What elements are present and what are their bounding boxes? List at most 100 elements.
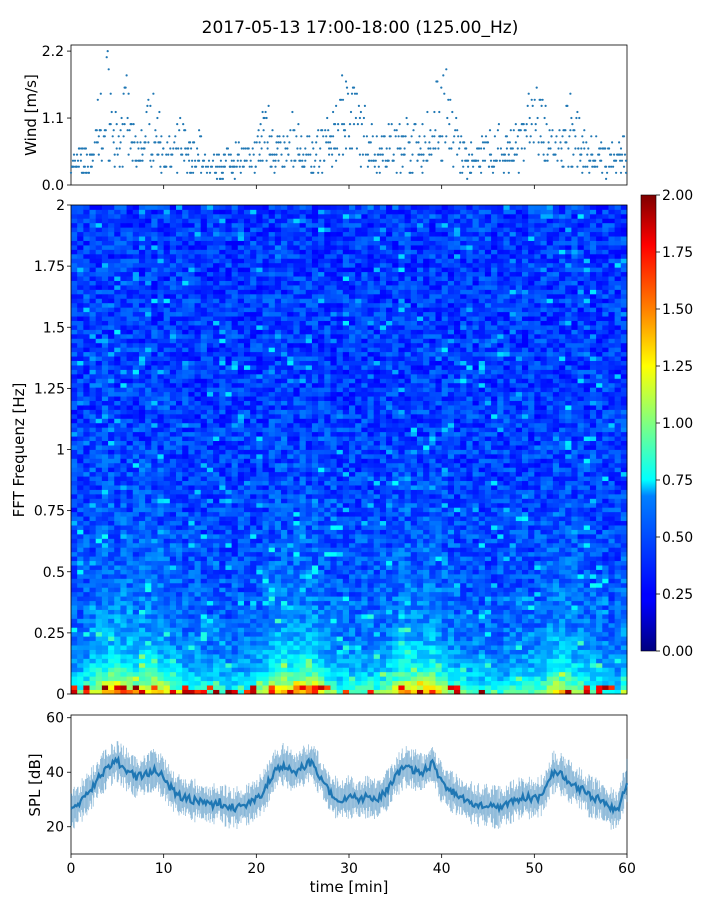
heatmap-cell [108,507,115,513]
heatmap-cell [89,685,97,690]
heatmap-cell [194,445,202,450]
heatmap-cell [213,231,220,237]
heatmap-cell [151,400,158,406]
heatmap-cell [163,605,171,610]
heatmap-cell [176,205,183,210]
heatmap-cell [256,387,263,393]
heatmap-cell [132,311,140,317]
heatmap-cell [163,262,171,268]
heatmap-cell [169,600,177,606]
heatmap-cell [274,293,282,299]
heatmap-cell [182,436,189,442]
heatmap-cell [268,502,276,508]
wind-point [434,147,437,150]
heatmap-cell [213,689,220,695]
heatmap-cell [89,213,97,219]
wind-point [192,171,195,174]
heatmap-cell [114,325,121,330]
heatmap-cell [299,676,307,682]
heatmap-cell [281,258,288,264]
heatmap-cell [213,525,220,530]
heatmap-cell [293,422,300,428]
heatmap-cell [114,533,121,539]
heatmap-cell [274,382,282,388]
wind-point [409,171,412,174]
heatmap-cell [176,653,183,659]
heatmap-cell [169,636,177,642]
heatmap-cell [108,285,115,290]
heatmap-cell [256,547,263,553]
heatmap-cell [95,658,103,664]
heatmap-cell [71,542,78,548]
heatmap-cell [194,409,202,415]
wind-point [600,159,603,162]
heatmap-cell [231,418,239,424]
heatmap-cell [225,520,233,526]
heatmap-cell [169,280,177,286]
heatmap-cell [145,271,152,277]
wind-point [371,135,374,138]
heatmap-cell [163,422,171,428]
heatmap-cell [176,338,183,344]
heatmap-cell [108,369,115,375]
heatmap-cell [231,596,239,602]
wind-point [283,165,286,168]
heatmap-cell [169,396,177,401]
heatmap-cell [262,298,270,304]
heatmap-cell [200,600,208,606]
heatmap-cell [219,467,226,473]
heatmap-cell [169,511,177,517]
heatmap-cell [268,547,276,553]
heatmap-cell [132,440,140,446]
wind-point [304,159,307,162]
heatmap-cell [256,329,263,335]
heatmap-cell [188,538,195,544]
heatmap-cell [151,391,158,397]
heatmap-cell [114,613,121,619]
wind-point [101,147,104,150]
wind-point [451,110,454,114]
heatmap-cell [219,525,226,530]
wind-point [237,141,240,144]
heatmap-cell [182,418,189,424]
heatmap-cell [219,609,226,615]
heatmap-cell [281,307,288,313]
heatmap-cell [243,325,251,330]
heatmap-cell [114,369,121,375]
heatmap-cell [120,551,127,557]
heatmap-cell [274,582,282,588]
heatmap-cell [145,405,152,410]
heatmap-cell [268,293,276,299]
heatmap-cell [200,427,208,433]
heatmap-cell [194,476,202,482]
heatmap-cell [138,467,146,473]
wind-point [496,147,499,150]
heatmap-cell [145,640,152,646]
heatmap-cell [163,267,171,273]
wind-point [622,135,626,138]
heatmap-cell [206,560,214,566]
heatmap-cell [95,236,103,241]
heatmap-cell [274,533,282,539]
heatmap-cell [237,458,245,464]
wind-point [319,159,322,162]
heatmap-cell [213,307,220,313]
heatmap-cell [163,316,171,321]
heatmap-cell [293,636,300,642]
heatmap-cell [151,405,158,410]
heatmap-cell [225,409,233,415]
heatmap-cell [213,462,220,468]
heatmap-cell [71,476,78,482]
wind-point [238,165,241,168]
wind-point [355,92,358,95]
wind-point [111,135,114,138]
heatmap-cell [256,533,263,539]
heatmap-cell [213,649,220,655]
heatmap-cell [293,493,300,499]
heatmap-cell [243,293,251,299]
heatmap-cell [287,369,294,375]
heatmap-cell [250,342,257,348]
heatmap-cell [132,222,140,228]
heatmap-cell [163,560,171,566]
heatmap-cell [213,582,220,588]
